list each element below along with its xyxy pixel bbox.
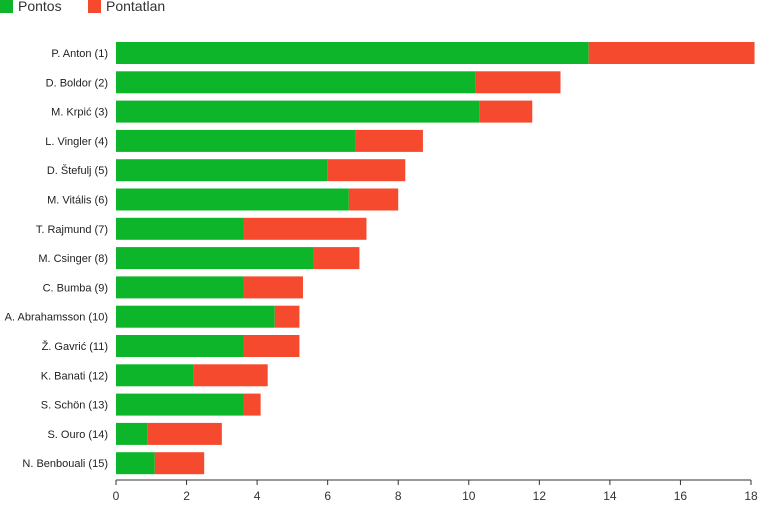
x-tick-label: 4 bbox=[254, 489, 261, 503]
bar-pontos-15 bbox=[116, 452, 155, 475]
category-label: N. Benbouali (15) bbox=[22, 458, 108, 470]
bar-pontos-1 bbox=[116, 42, 589, 64]
bar-pontatlan-1 bbox=[588, 42, 755, 64]
bar-pontatlan-12 bbox=[193, 364, 268, 387]
bar-pontos-8 bbox=[116, 247, 314, 270]
bar-pontatlan-10 bbox=[274, 305, 300, 328]
legend-swatch-pontos bbox=[0, 0, 13, 13]
bars bbox=[116, 42, 755, 475]
bar-pontos-2 bbox=[116, 71, 476, 94]
category-label: P. Anton (1) bbox=[51, 48, 108, 60]
bar-pontos-11 bbox=[116, 335, 243, 357]
bar-pontos-5 bbox=[116, 159, 328, 182]
x-tick-label: 14 bbox=[603, 489, 617, 503]
category-label: S. Schön (13) bbox=[41, 400, 108, 412]
bar-pontos-14 bbox=[116, 422, 148, 445]
category-label: D. Štefulj (5) bbox=[47, 164, 108, 177]
legend-swatch-pontatlan bbox=[88, 0, 101, 13]
x-tick-label: 16 bbox=[674, 489, 688, 503]
x-tick-label: 10 bbox=[462, 489, 476, 503]
bar-pontatlan-2 bbox=[475, 71, 561, 94]
category-label: D. Boldor (2) bbox=[46, 77, 108, 89]
category-label: M. Vitális (6) bbox=[47, 195, 108, 207]
bar-pontatlan-3 bbox=[479, 100, 533, 123]
x-tick-label: 8 bbox=[395, 489, 402, 503]
x-tick-label: 0 bbox=[113, 489, 120, 503]
bar-pontos-6 bbox=[116, 188, 349, 211]
x-tick-label: 18 bbox=[744, 489, 758, 503]
bar-pontatlan-9 bbox=[243, 276, 303, 299]
bar-pontos-7 bbox=[116, 217, 243, 240]
bar-pontos-10 bbox=[116, 305, 275, 328]
legend-label-pontos: Pontos bbox=[18, 0, 62, 14]
bar-pontos-13 bbox=[116, 393, 243, 416]
category-label: T. Rajmund (7) bbox=[36, 224, 108, 236]
x-tick-label: 12 bbox=[533, 489, 547, 503]
category-label: M. Krpić (3) bbox=[51, 107, 108, 119]
bar-pontatlan-14 bbox=[147, 422, 222, 445]
category-label: L. Vingler (4) bbox=[45, 136, 108, 148]
bar-pontos-9 bbox=[116, 276, 243, 299]
category-label: K. Banati (12) bbox=[41, 370, 108, 382]
x-tick-label: 2 bbox=[183, 489, 190, 503]
category-label: S. Ouro (14) bbox=[47, 429, 108, 441]
bar-pontos-4 bbox=[116, 129, 356, 152]
bar-pontatlan-6 bbox=[348, 188, 399, 211]
bar-pontatlan-4 bbox=[355, 129, 423, 152]
x-axis: 0 2 4 6 8 10 12 14 16 18 bbox=[113, 479, 758, 503]
bar-pontatlan-13 bbox=[243, 393, 261, 416]
category-label: M. Csinger (8) bbox=[38, 253, 108, 265]
bar-pontatlan-15 bbox=[154, 452, 205, 475]
bar-pontos-3 bbox=[116, 100, 480, 123]
category-labels: P. Anton (1) D. Boldor (2) M. Krpić (3) L. … bbox=[5, 48, 108, 470]
bar-pontatlan-11 bbox=[243, 335, 300, 357]
bar-pontatlan-5 bbox=[327, 159, 406, 182]
category-label: A. Abrahamsson (10) bbox=[5, 312, 108, 324]
bar-pontos-12 bbox=[116, 364, 194, 387]
legend-label-pontatlan: Pontatlan bbox=[106, 0, 165, 14]
bar-pontatlan-8 bbox=[313, 247, 360, 270]
category-label: C. Bumba (9) bbox=[43, 282, 108, 294]
bar-pontatlan-7 bbox=[243, 217, 367, 240]
category-label: Ž. Gavrić (11) bbox=[42, 340, 108, 353]
x-tick-label: 6 bbox=[324, 489, 331, 503]
legend: Pontos Pontatlan bbox=[0, 0, 165, 14]
